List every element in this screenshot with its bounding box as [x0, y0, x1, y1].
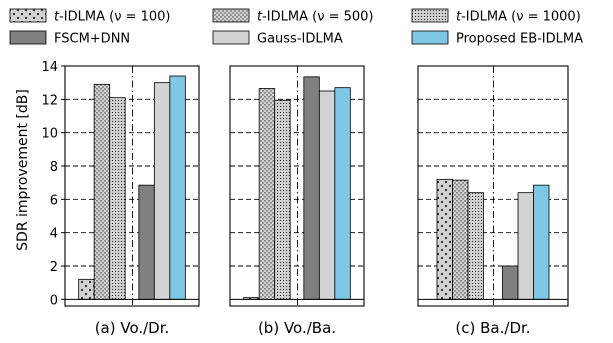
y-tick-label: 8 [50, 160, 58, 175]
bar [78, 278, 95, 300]
bar [334, 87, 351, 300]
legend: t-IDLMA (ν = 100) t-IDLMA (ν = 500) t-IDLM… [9, 8, 583, 47]
bar [153, 82, 171, 300]
panel-label: (a) Vo./Dr. [95, 319, 170, 337]
bar [138, 184, 155, 300]
bar [436, 178, 453, 300]
bar [533, 184, 550, 300]
legend-label: t-IDLMA (ν = 100) [54, 10, 171, 25]
y-tick-label: 0 [50, 293, 58, 308]
bar [517, 192, 534, 300]
legend-label: FSCM+DNN [54, 32, 130, 47]
bar [274, 99, 291, 300]
legend-swatch [212, 8, 250, 23]
y-tick-label: 4 [50, 227, 58, 242]
legend-swatch [411, 30, 449, 45]
y-tick-label: 14 [41, 60, 58, 75]
bar [258, 88, 276, 300]
y-axis-label: SDR improvement [dB] [15, 89, 31, 251]
panel-frame [64, 65, 200, 307]
bar [467, 192, 484, 300]
y-tick-label: 12 [41, 93, 58, 108]
legend-swatch [9, 8, 47, 23]
panel: (b) Vo./Ba. [229, 65, 365, 337]
panel-label: (c) Ba./Dr. [455, 319, 530, 337]
plot-area: SDR improvement [dB] 0 2 4 6 8 10 12 14 (a) Vo./… [15, 60, 569, 337]
legend-label: Proposed EB-IDLMA [456, 32, 583, 47]
bar [452, 179, 469, 300]
bar [169, 75, 186, 300]
panel: (a) Vo./Dr. [64, 65, 200, 337]
panel-label: (b) Vo./Ba. [258, 319, 336, 337]
legend-label: t-IDLMA (ν = 1000) [456, 10, 581, 25]
y-tick-label: 6 [50, 193, 58, 208]
y-tick-label: 2 [50, 260, 58, 275]
bar [318, 90, 336, 300]
panel-frame [229, 65, 365, 307]
bar [93, 83, 111, 300]
legend-label: t-IDLMA (ν = 500) [257, 10, 374, 25]
legend-swatch [411, 8, 449, 23]
panel: (c) Ba./Dr. [417, 65, 569, 337]
y-tick-label: 10 [41, 127, 58, 142]
bar [109, 97, 126, 300]
panel-frame [417, 65, 569, 307]
legend-swatch [9, 30, 47, 45]
legend-label: Gauss-IDLMA [257, 32, 343, 47]
legend-swatch [212, 30, 250, 45]
bar [303, 76, 320, 300]
bar [502, 265, 519, 300]
